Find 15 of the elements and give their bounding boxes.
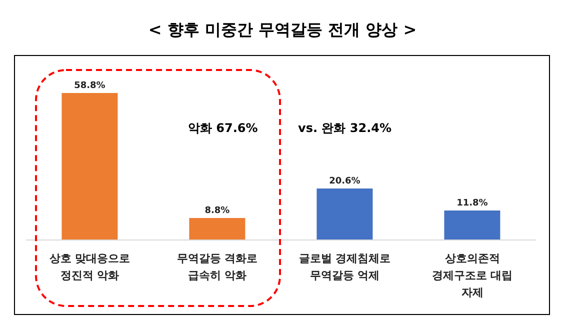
x-tick-label: 상호의존적 경제구조로 대립 자제 [432, 252, 513, 299]
bar [444, 210, 500, 240]
chart-title: < 향후 미중간 무역갈등 전개 양상 > [147, 20, 418, 41]
data-label: 58.8% [74, 81, 106, 91]
data-label: 11.8% [456, 198, 488, 208]
annotation: 악화 67.6% [188, 120, 258, 137]
x-tick-label: 글로벌 경제침체로 무역갈등 억제 [298, 252, 391, 282]
bar [62, 93, 118, 240]
data-label: 20.6% [329, 176, 360, 186]
x-tick-label: 무역갈등 격화로 급속히 악화 [176, 252, 258, 282]
x-tick-label: 상호 맞대응으로 정진적 악화 [49, 252, 130, 282]
bar [189, 218, 246, 240]
data-label: 8.8% [204, 206, 230, 216]
bar [316, 188, 373, 240]
annotation: vs. 완화 32.4% [298, 120, 392, 137]
